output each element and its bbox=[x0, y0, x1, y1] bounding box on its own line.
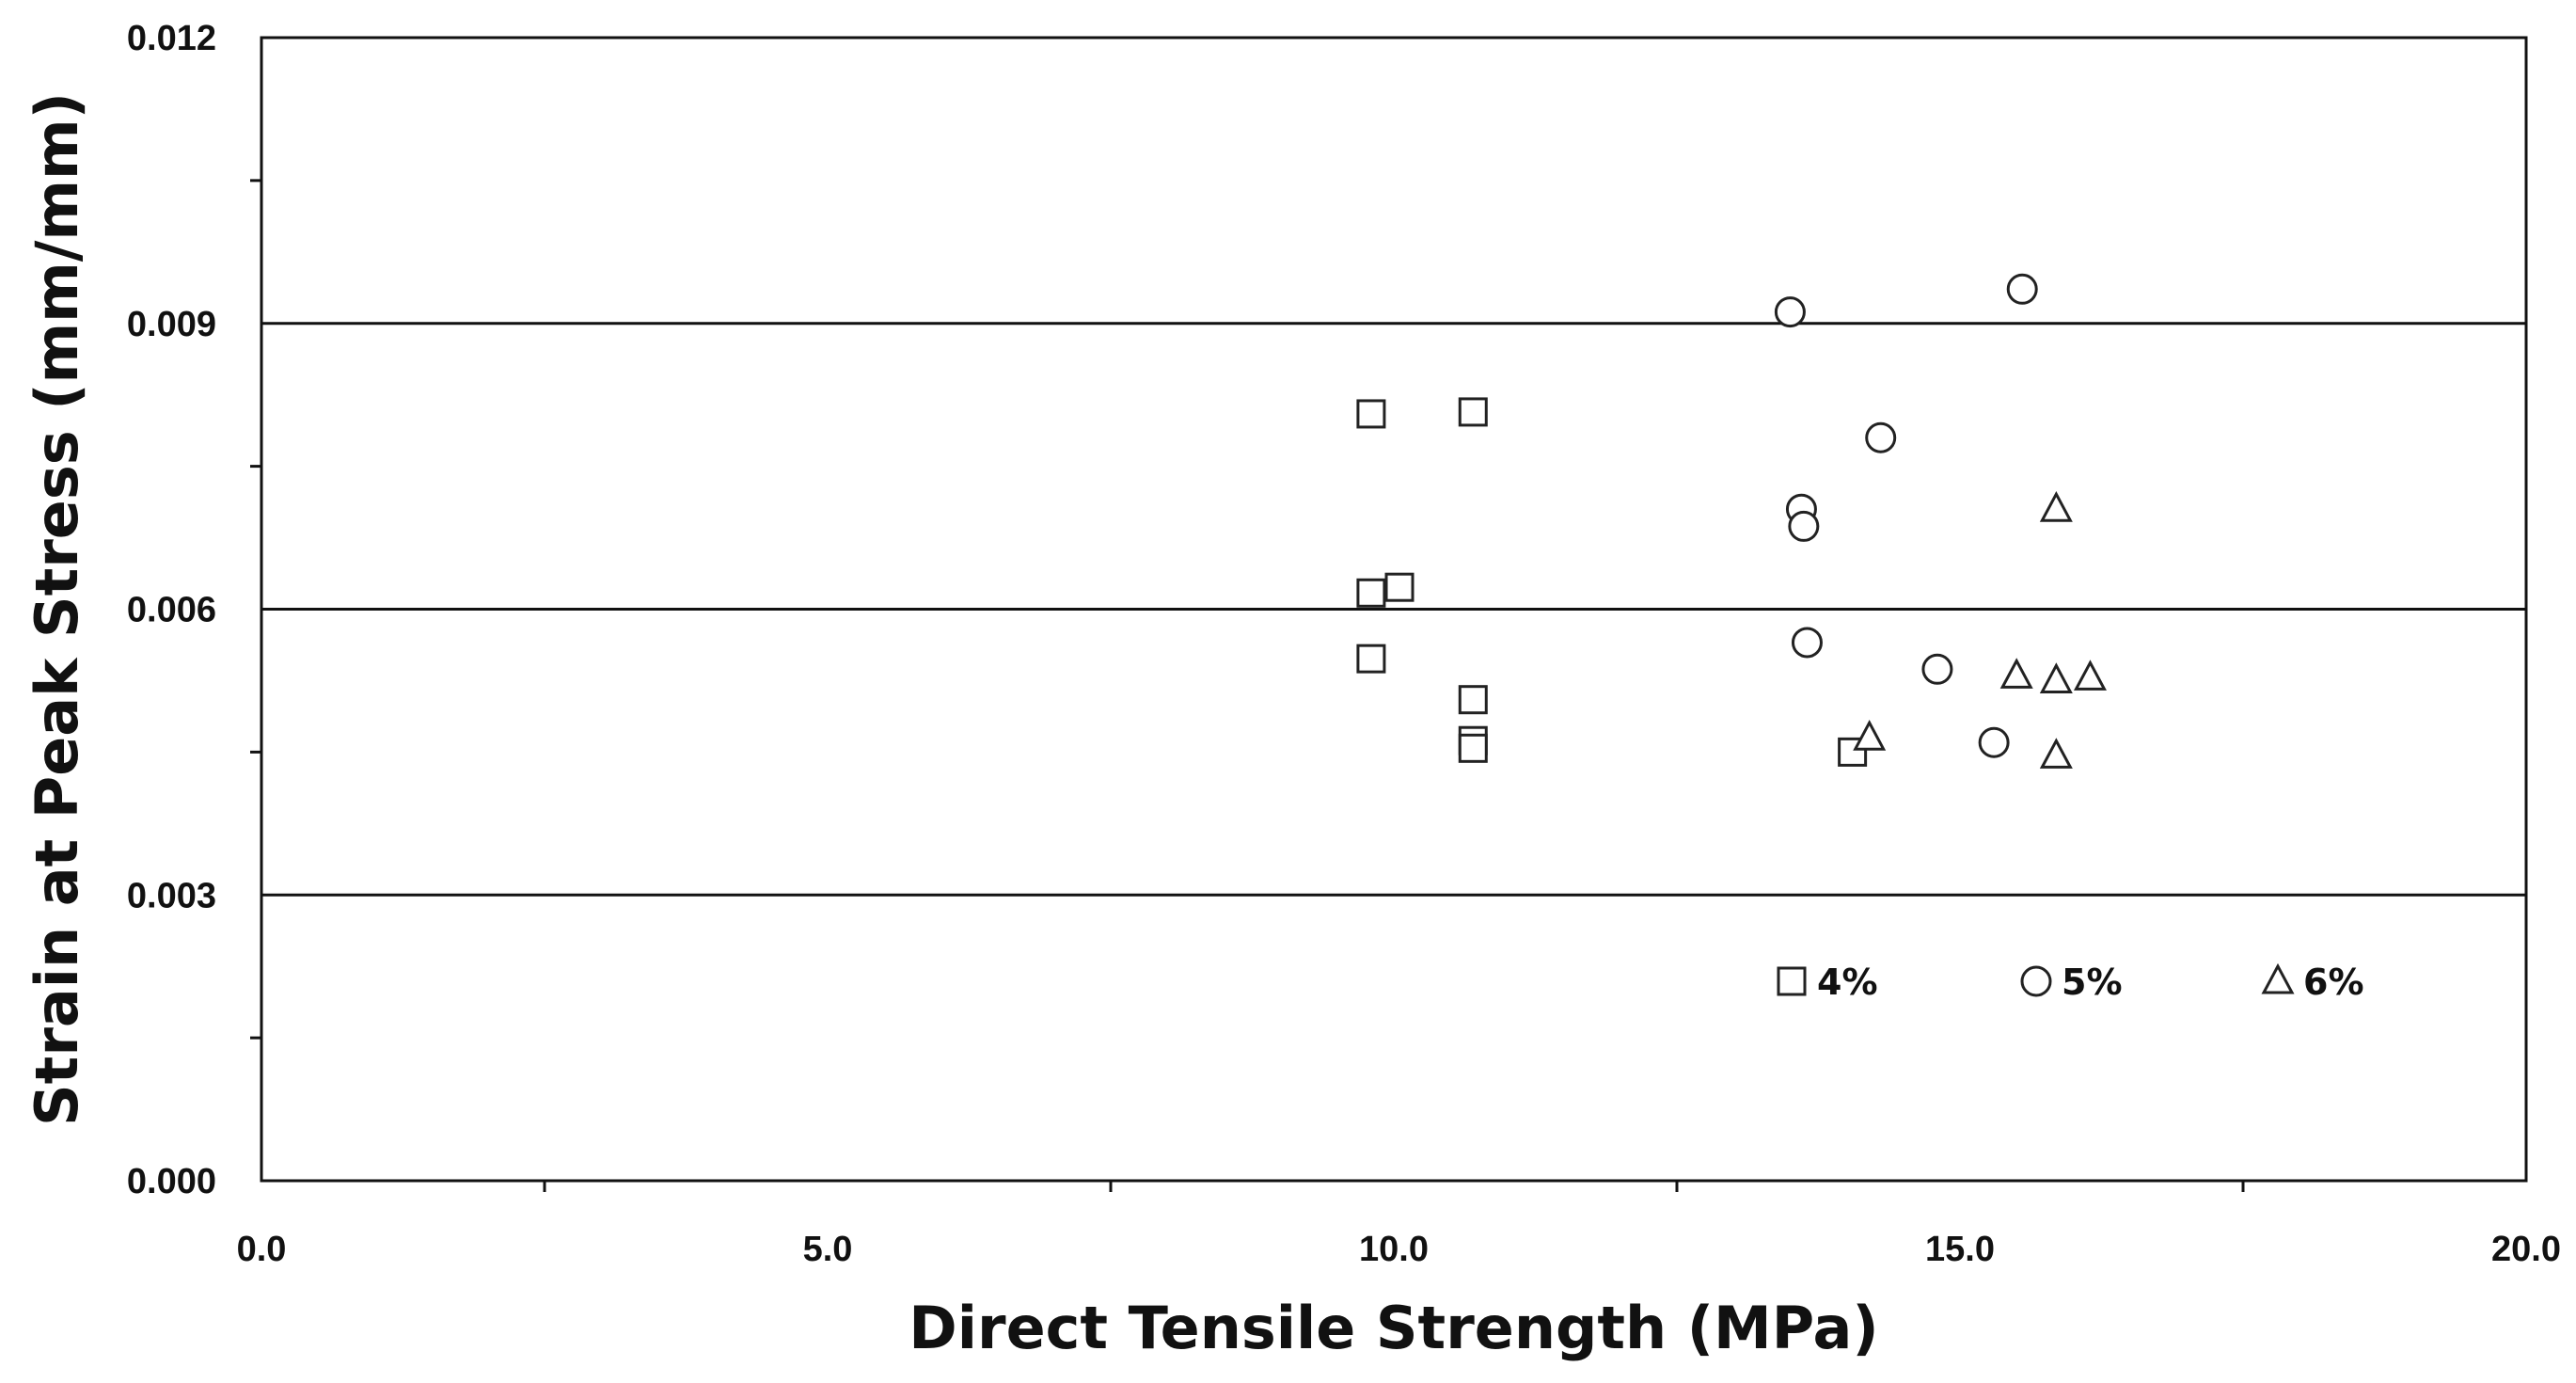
circle-data-point bbox=[2006, 273, 2038, 305]
x-tick-label: 5.0 bbox=[803, 1230, 853, 1269]
y-tick-label: 0.003 bbox=[127, 876, 216, 915]
circle-data-point bbox=[1865, 421, 1897, 453]
square-data-point bbox=[1356, 578, 1386, 608]
square-data-point bbox=[1384, 572, 1414, 602]
square-data-point bbox=[1458, 397, 1488, 427]
triangle-data-point bbox=[1999, 658, 2033, 689]
circle-data-point bbox=[1921, 653, 1953, 685]
legend-triangle-icon bbox=[2261, 962, 2295, 994]
square-data-point bbox=[1356, 399, 1386, 429]
triangle-data-point bbox=[2039, 491, 2073, 522]
x-tick-label: 20.0 bbox=[2491, 1230, 2561, 1269]
tick-layer bbox=[250, 179, 2245, 1192]
legend-circle-icon bbox=[2020, 965, 2052, 997]
x-tick-label: 15.0 bbox=[1925, 1230, 1995, 1269]
circle-data-point bbox=[1791, 627, 1823, 659]
circle-data-point bbox=[1978, 726, 2010, 758]
circle-data-point bbox=[1788, 510, 1820, 542]
legend: 4% 5% 6% bbox=[1777, 962, 2364, 1003]
grid-layer bbox=[261, 322, 2526, 897]
square-data-point bbox=[1458, 733, 1488, 763]
square-data-point bbox=[1458, 685, 1488, 715]
y-axis-title: Strain at Peak Stress (mm/mm) bbox=[23, 92, 91, 1126]
triangle-data-point bbox=[2039, 662, 2073, 693]
y-tick-label: 0.000 bbox=[127, 1162, 216, 1201]
tick-label-layer: 0.000 0.003 0.006 0.009 0.012 0.0 5.0 10.0 15.0 2… bbox=[127, 19, 2561, 1269]
plot-area-frame bbox=[260, 36, 2528, 1183]
x-tick-label: 10.0 bbox=[1359, 1230, 1429, 1269]
triangle-data-point bbox=[2039, 738, 2073, 769]
circle-data-point bbox=[1774, 296, 1806, 328]
y-tick-label: 0.006 bbox=[127, 591, 216, 630]
legend-label: 4% bbox=[1817, 962, 1878, 1003]
legend-square-icon bbox=[1777, 966, 1807, 996]
legend-label: 6% bbox=[2303, 962, 2364, 1003]
x-tick-label: 0.0 bbox=[237, 1230, 287, 1269]
x-axis-title: Direct Tensile Strength (MPa) bbox=[909, 1294, 1878, 1362]
y-tick-label: 0.012 bbox=[127, 19, 216, 58]
marker-layer bbox=[1356, 273, 2107, 769]
triangle-data-point bbox=[1853, 720, 1887, 751]
y-tick-label: 0.009 bbox=[127, 305, 216, 344]
legend-label: 5% bbox=[2062, 962, 2123, 1003]
triangle-data-point bbox=[2073, 660, 2107, 691]
square-data-point bbox=[1356, 644, 1386, 674]
